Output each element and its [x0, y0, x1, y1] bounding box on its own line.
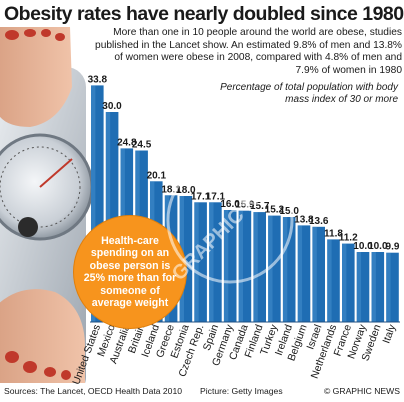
bar-highlight — [268, 215, 273, 322]
data-label: 30.0 — [102, 101, 122, 112]
bar-highlight — [327, 239, 332, 322]
bar-highlight — [356, 252, 362, 322]
bar-norway — [356, 252, 370, 322]
bar-highlight — [223, 210, 229, 322]
data-label: 10.0 — [353, 241, 373, 252]
footer-credit: © GRAPHIC NEWS — [323, 386, 400, 396]
chart-subtitle: More than one in 10 people around the wo… — [95, 27, 402, 76]
y-axis-label: Percentage of total population with body… — [220, 82, 398, 105]
data-label: 10.0 — [368, 241, 388, 252]
bar-highlight — [253, 212, 258, 322]
callout-text: Health-care spending on an obese person … — [83, 234, 177, 310]
data-label: 9.9 — [386, 242, 400, 253]
data-label: 33.8 — [88, 74, 108, 85]
x-tick-label: Italy — [380, 322, 398, 345]
bar-belgium — [297, 225, 311, 322]
bar-netherlands — [327, 239, 340, 322]
bar-highlight — [312, 226, 317, 322]
bar-france — [342, 243, 355, 322]
bar-italy — [386, 252, 399, 322]
data-label: 24.8 — [117, 137, 137, 148]
bar-highlight — [282, 217, 288, 322]
bar-highlight — [342, 243, 347, 322]
bar-israel — [312, 226, 325, 322]
bar-highlight — [209, 202, 214, 322]
bar-highlight — [91, 85, 96, 323]
bathroom-scale-photo — [0, 27, 96, 383]
bar-sweden — [371, 252, 385, 322]
data-label: 11.2 — [339, 233, 358, 244]
bar-highlight — [297, 225, 303, 322]
bar-highlight — [194, 202, 199, 322]
health-care-callout: Health-care spending on an obese person … — [74, 216, 186, 328]
data-label: 13.8 — [294, 214, 314, 225]
footer-sources: Sources: The Lancet, OECD Health Data 20… — [4, 386, 183, 396]
bar-highlight — [386, 252, 391, 322]
chart-title: Obesity rates have nearly doubled since … — [4, 3, 404, 25]
bar-highlight — [105, 112, 111, 322]
data-label: 24.5 — [132, 140, 152, 151]
bar-highlight — [238, 210, 243, 322]
data-label: 20.1 — [147, 170, 167, 181]
data-label: 13.6 — [309, 216, 329, 227]
bar-highlight — [371, 252, 376, 322]
data-label: 11.8 — [324, 228, 343, 239]
scale-icon — [0, 27, 94, 383]
footer-picture-credit: Picture: Getty Images — [200, 386, 283, 396]
